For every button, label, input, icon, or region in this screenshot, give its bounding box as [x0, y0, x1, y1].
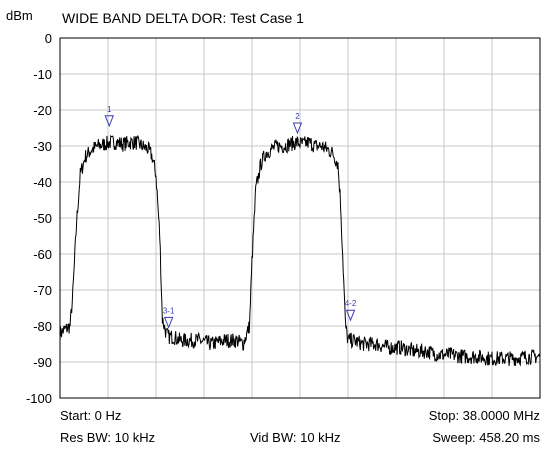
marker-label: 3-1: [163, 306, 175, 315]
y-tick-labels: 0 -10 -20 -30 -40 -50 -60 -70 -80 -90 -100: [26, 31, 52, 406]
y-tick-label: -20: [33, 103, 52, 118]
marker-triangle: [104, 115, 115, 128]
marker-layer: 1 2 3-1 4-2: [104, 105, 357, 329]
marker-label: 4-2: [345, 299, 357, 308]
chart-title: WIDE BAND DELTA DOR: Test Case 1: [62, 10, 304, 26]
y-tick-label: -80: [33, 319, 52, 334]
y-tick-label: -10: [33, 67, 52, 82]
stop-frequency: Stop: 38.0000 MHz: [428, 408, 540, 423]
marker-triangle: [345, 309, 356, 322]
y-tick-label: -60: [33, 247, 52, 262]
resolution-bandwidth: Res BW: 10 kHz: [60, 430, 156, 445]
video-bandwidth: Vid BW: 10 kHz: [250, 430, 341, 445]
marker-triangle: [292, 122, 303, 135]
y-tick-label: -40: [33, 175, 52, 190]
trace-layer: [59, 134, 541, 367]
marker: 1: [104, 105, 115, 128]
y-tick-label: -30: [33, 139, 52, 154]
marker-label: 1: [107, 105, 112, 114]
marker: 2: [292, 112, 303, 135]
y-tick-label: -90: [33, 355, 52, 370]
y-tick-label: 0: [45, 31, 52, 46]
y-tick-label: -70: [33, 283, 52, 298]
y-tick-label: -50: [33, 211, 52, 226]
start-frequency: Start: 0 Hz: [60, 408, 122, 423]
grid: [60, 37, 540, 399]
sweep-time: Sweep: 458.20 ms: [432, 430, 540, 445]
y-tick-label: -100: [26, 391, 52, 406]
marker-label: 2: [295, 112, 300, 121]
plot-frame: [59, 37, 541, 399]
marker-triangle: [163, 316, 174, 329]
marker: 4-2: [345, 299, 357, 322]
marker: 3-1: [163, 306, 175, 329]
spectrum-trace: [59, 134, 541, 367]
y-unit-label: dBm: [6, 8, 33, 23]
